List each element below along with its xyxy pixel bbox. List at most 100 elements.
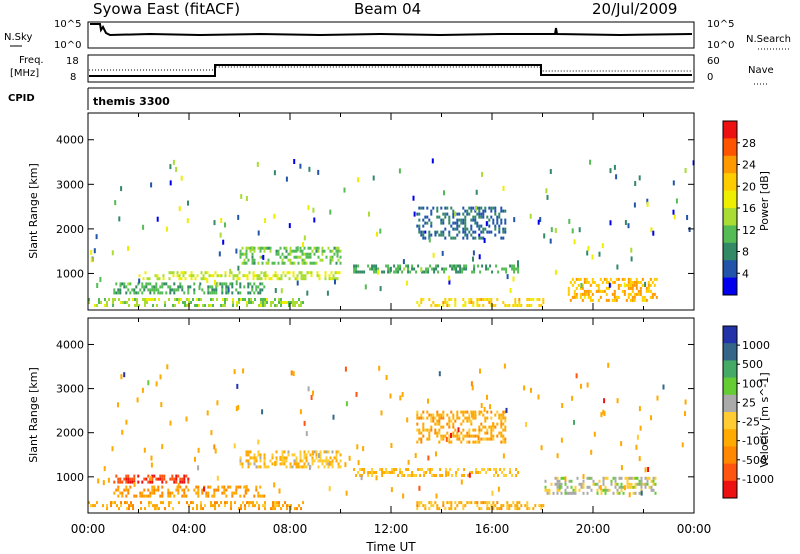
echo-cell — [119, 282, 122, 288]
echo-cell — [251, 285, 254, 289]
echo-cell — [337, 258, 340, 262]
echo-cell — [652, 482, 655, 486]
echo-cell — [296, 274, 299, 278]
echo-cell — [337, 246, 340, 250]
echo-cell — [212, 504, 214, 508]
echo-cell — [299, 255, 302, 259]
echo-cell — [462, 212, 465, 216]
echo-cell — [418, 431, 421, 435]
echo-cell — [454, 304, 457, 307]
echo-cell — [568, 479, 571, 483]
echo-cell — [368, 211, 370, 217]
echo-cell — [599, 277, 602, 281]
echo-cell — [315, 246, 318, 250]
echo-cell — [172, 507, 174, 511]
echo-cell — [155, 488, 158, 492]
echo-cell — [144, 507, 146, 511]
echo-cell — [147, 288, 150, 292]
echo-cell — [308, 271, 311, 275]
echo-cell — [211, 288, 214, 292]
echo-cell — [172, 274, 175, 278]
echo-cell — [473, 264, 476, 268]
echo-cell — [263, 249, 266, 253]
echo-cell — [448, 507, 451, 511]
echo-cell — [367, 264, 370, 268]
echo-cell — [334, 271, 337, 275]
echo-cell — [464, 227, 467, 231]
echo-cell — [407, 459, 410, 465]
echo-cell — [476, 440, 479, 444]
echo-cell — [630, 247, 633, 253]
echo-cell — [237, 405, 240, 410]
echo-cell — [356, 444, 359, 450]
echo-cell — [122, 301, 124, 304]
echo-cell — [515, 474, 518, 477]
echo-cell — [479, 270, 482, 274]
echo-cell — [518, 501, 521, 505]
echo-cell — [418, 504, 421, 508]
echo-cell — [492, 304, 495, 307]
echo-cell — [182, 274, 185, 278]
echo-cell — [104, 304, 106, 307]
echo-cell — [454, 507, 457, 511]
echo-cell — [528, 298, 531, 301]
echo-cell — [461, 267, 464, 271]
echo-cell — [472, 206, 475, 210]
echo-cell — [287, 258, 290, 262]
echo-cell — [438, 507, 441, 511]
echo-cell — [518, 301, 521, 304]
echo-cell — [193, 282, 196, 286]
echo-cell — [175, 288, 178, 292]
echo-cell — [359, 270, 362, 274]
echo-cell — [304, 277, 307, 281]
echo-cell — [626, 476, 629, 480]
echo-cell — [430, 304, 433, 307]
echo-cell — [149, 282, 152, 286]
echo-cell — [630, 256, 633, 262]
echo-cell — [142, 224, 145, 230]
echo-cell — [623, 485, 626, 491]
echo-cell — [498, 230, 501, 234]
echo-cell — [141, 291, 144, 295]
freq-series — [89, 64, 692, 77]
echo-cell — [503, 267, 506, 271]
echo-cell — [328, 277, 331, 281]
echo-cell — [165, 226, 168, 232]
echo-cell — [379, 286, 382, 292]
echo-cell — [422, 206, 425, 210]
echo-cell — [184, 301, 186, 304]
echo-cell — [173, 494, 176, 498]
echo-cell — [418, 224, 421, 228]
echo-cell — [273, 170, 276, 176]
echo-cell — [160, 402, 163, 408]
echo-cell — [634, 482, 637, 486]
echo-cell — [174, 304, 176, 307]
echo-cell — [150, 298, 152, 301]
echo-cell — [148, 501, 150, 505]
echo-cell — [325, 459, 328, 463]
echo-cell — [472, 236, 475, 240]
echo-cell — [214, 501, 216, 505]
echo-cell — [646, 198, 649, 204]
echo-cell — [159, 474, 162, 478]
echo-cell — [183, 491, 186, 495]
echo-cell — [506, 501, 509, 505]
echo-cell — [255, 459, 258, 463]
echo-cell — [609, 168, 612, 174]
echo-cell — [428, 507, 431, 511]
echo-cell — [571, 295, 574, 299]
echo-cell — [518, 298, 521, 301]
echo-cell — [235, 248, 238, 254]
echo-cell — [248, 301, 250, 304]
colorbar-segment — [723, 173, 737, 192]
echo-cell — [470, 422, 473, 426]
echo-cell — [335, 261, 338, 265]
echo-cell — [327, 459, 330, 463]
echo-cell — [274, 274, 277, 278]
echo-cell — [150, 455, 153, 461]
echo-cell — [580, 482, 583, 486]
echo-cell — [498, 416, 501, 420]
echo-cell — [329, 258, 332, 262]
